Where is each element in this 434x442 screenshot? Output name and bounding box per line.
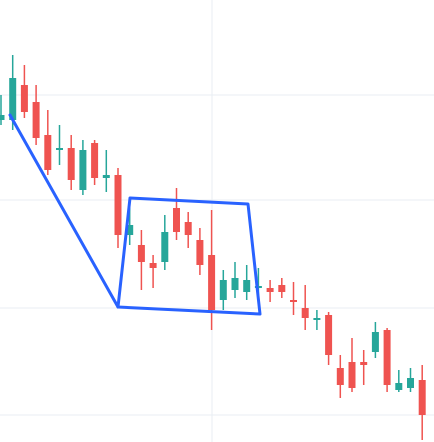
- candle-body: [383, 330, 391, 385]
- candle-body: [79, 150, 87, 190]
- candle-body: [161, 232, 169, 262]
- candle-body: [348, 362, 356, 388]
- candles: [0, 55, 426, 440]
- candle-body: [231, 278, 239, 290]
- candle-body: [184, 222, 192, 235]
- candle-body: [67, 148, 75, 180]
- candle-body: [91, 143, 99, 178]
- candle-body: [278, 285, 286, 292]
- candle-body: [44, 135, 52, 170]
- candle-body: [371, 332, 379, 352]
- candle-body: [32, 102, 40, 138]
- candle-body: [301, 308, 309, 318]
- candle-body: [219, 280, 227, 300]
- trend-line: [8, 113, 120, 309]
- candle-body: [149, 263, 157, 268]
- candle-body: [9, 78, 17, 120]
- candle-body: [266, 288, 274, 292]
- candle-body: [114, 175, 122, 235]
- candle-body: [196, 240, 204, 265]
- candle-body: [395, 383, 403, 390]
- candle-body: [243, 280, 251, 292]
- candle-body: [290, 300, 297, 302]
- candle-body: [126, 225, 134, 235]
- candle-body: [0, 115, 5, 120]
- candle-body: [407, 378, 414, 388]
- candle-body: [313, 318, 321, 320]
- candle-body: [137, 245, 145, 262]
- candle-body: [102, 175, 110, 178]
- candle-body: [20, 85, 28, 112]
- candle-body: [173, 208, 180, 232]
- candle-body: [56, 148, 63, 150]
- candle-body: [325, 315, 333, 355]
- drawings: [8, 113, 262, 316]
- candle-body: [360, 362, 368, 365]
- candle-body: [208, 255, 216, 310]
- drawn-shape: [116, 196, 262, 316]
- candle-body: [418, 380, 426, 415]
- candle-body: [336, 368, 344, 385]
